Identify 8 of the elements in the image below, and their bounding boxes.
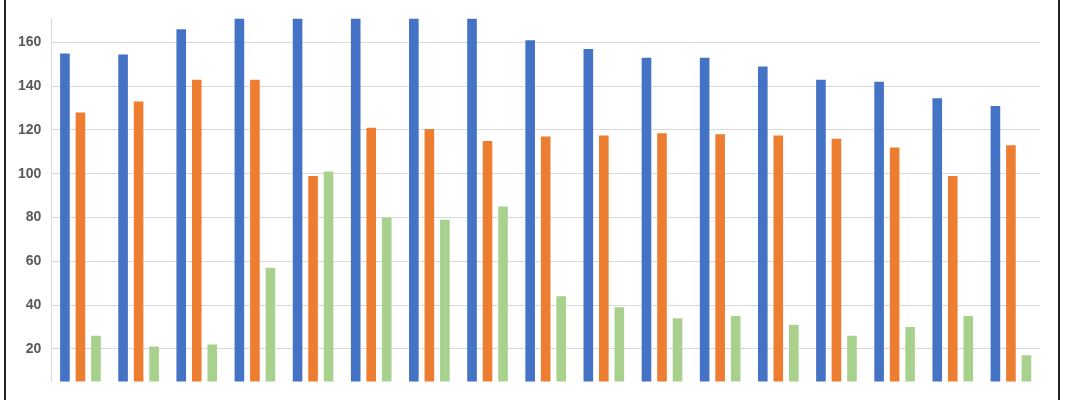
y-tick-label: 80 [25, 208, 42, 225]
y-tick-label: 140 [18, 77, 42, 94]
y-tick-label: 160 [18, 33, 42, 50]
y-tick-label: 100 [18, 164, 42, 181]
y-tick-label: 60 [25, 252, 42, 269]
y-tick-label: 40 [25, 295, 42, 312]
y-tick-label: 20 [25, 339, 42, 356]
y-tick-label: 120 [18, 120, 42, 137]
